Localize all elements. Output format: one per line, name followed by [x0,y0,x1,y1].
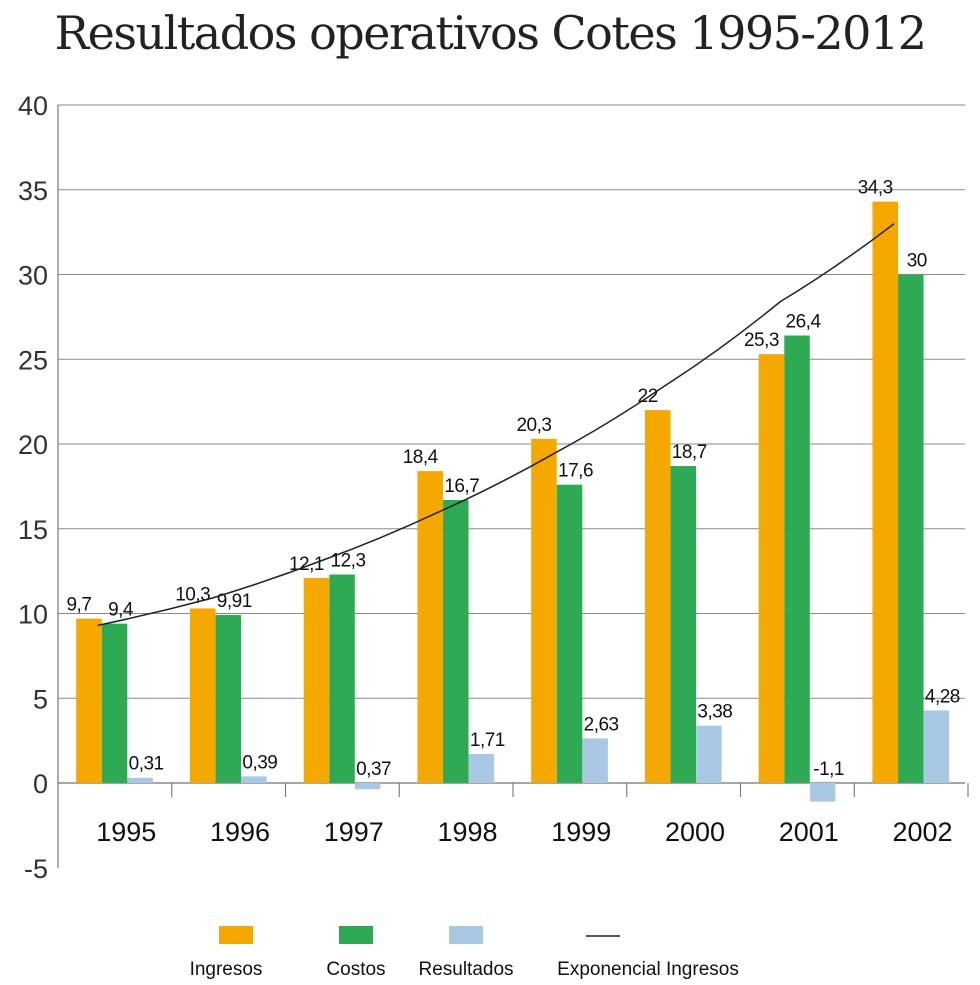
bar-costos [329,574,355,783]
x-tick-label: 1999 [551,817,611,847]
legend-label: Costos [326,959,385,980]
data-label: 0,37 [356,759,391,780]
bar-resultados [809,783,836,802]
bar-resultados [127,777,153,783]
bar-ingresos [531,438,557,783]
bar-ingresos [872,201,898,784]
y-tick-label: 40 [18,91,48,121]
data-label: 12,1 [289,554,324,575]
x-tick-label: 2000 [665,817,725,847]
legend-label: Ingresos [190,959,263,980]
x-tick-label: 1996 [210,817,270,847]
data-label: 18,4 [403,447,439,468]
legend-swatch [449,926,483,944]
data-label: 0,31 [129,754,164,775]
y-tick-label: 10 [18,600,48,630]
bar-resultados [468,754,495,783]
y-tick-label: 0 [33,769,48,799]
y-tick-label: 35 [18,176,48,206]
trendline [97,223,895,627]
x-tick-label: 2002 [892,817,952,847]
bar-ingresos [303,577,330,783]
data-label: 1,71 [470,730,505,751]
data-label: 10,3 [175,584,210,605]
legend-swatch [339,926,373,944]
y-tick-label: 30 [18,261,48,291]
data-label: 4,28 [925,686,960,707]
bar-ingresos [417,471,443,783]
data-label: 2,63 [584,714,619,735]
bar-resultados [354,783,381,790]
data-label: 34,3 [858,178,893,199]
data-label: 26,4 [786,312,822,333]
bar-costos [556,484,583,783]
bar-costos [101,623,128,783]
data-label: -1,1 [813,759,844,780]
data-label: 3,38 [697,702,732,723]
x-tick-label: 1998 [437,817,497,847]
x-tick-label: 1997 [324,817,384,847]
bar-costos [784,335,810,783]
bar-costos [670,466,697,783]
y-tick-label: 5 [33,684,48,714]
data-label: 9,4 [108,600,134,621]
data-label: 0,39 [242,752,277,773]
y-tick-label: 20 [18,430,48,460]
data-label: 25,3 [744,330,779,351]
legend-label: Resultados [418,959,513,980]
data-label: 12,3 [331,551,366,572]
bar-resultados [582,738,608,783]
bar-ingresos [758,354,785,783]
bar-resultados [923,710,950,783]
bar-resultados [241,776,267,783]
chart-title: Resultados operativos Cotes 1995-2012 [54,6,927,60]
legend-label: Exponencial Ingresos [557,959,739,980]
bar-costos [215,615,242,783]
bar-ingresos [644,410,671,783]
data-label: 30 [907,251,927,272]
data-label: 9,91 [217,591,252,612]
bar-resultados [696,725,722,783]
data-label: 9,7 [66,595,91,616]
bar-ingresos [189,608,216,783]
data-label: 16,7 [444,476,479,497]
bar-costos [898,274,924,783]
legend-swatch [219,926,253,944]
x-tick-label: 1995 [96,817,156,847]
data-label: 20,3 [516,415,551,436]
x-tick-label: 2001 [779,817,839,847]
data-label: 17,6 [558,461,593,482]
y-tick-label: 15 [18,515,48,545]
y-tick-label: 25 [18,345,48,375]
bar-ingresos [76,618,102,783]
data-label: 18,7 [672,442,707,463]
y-tick-label: -5 [24,854,48,884]
bar-costos [443,499,469,783]
